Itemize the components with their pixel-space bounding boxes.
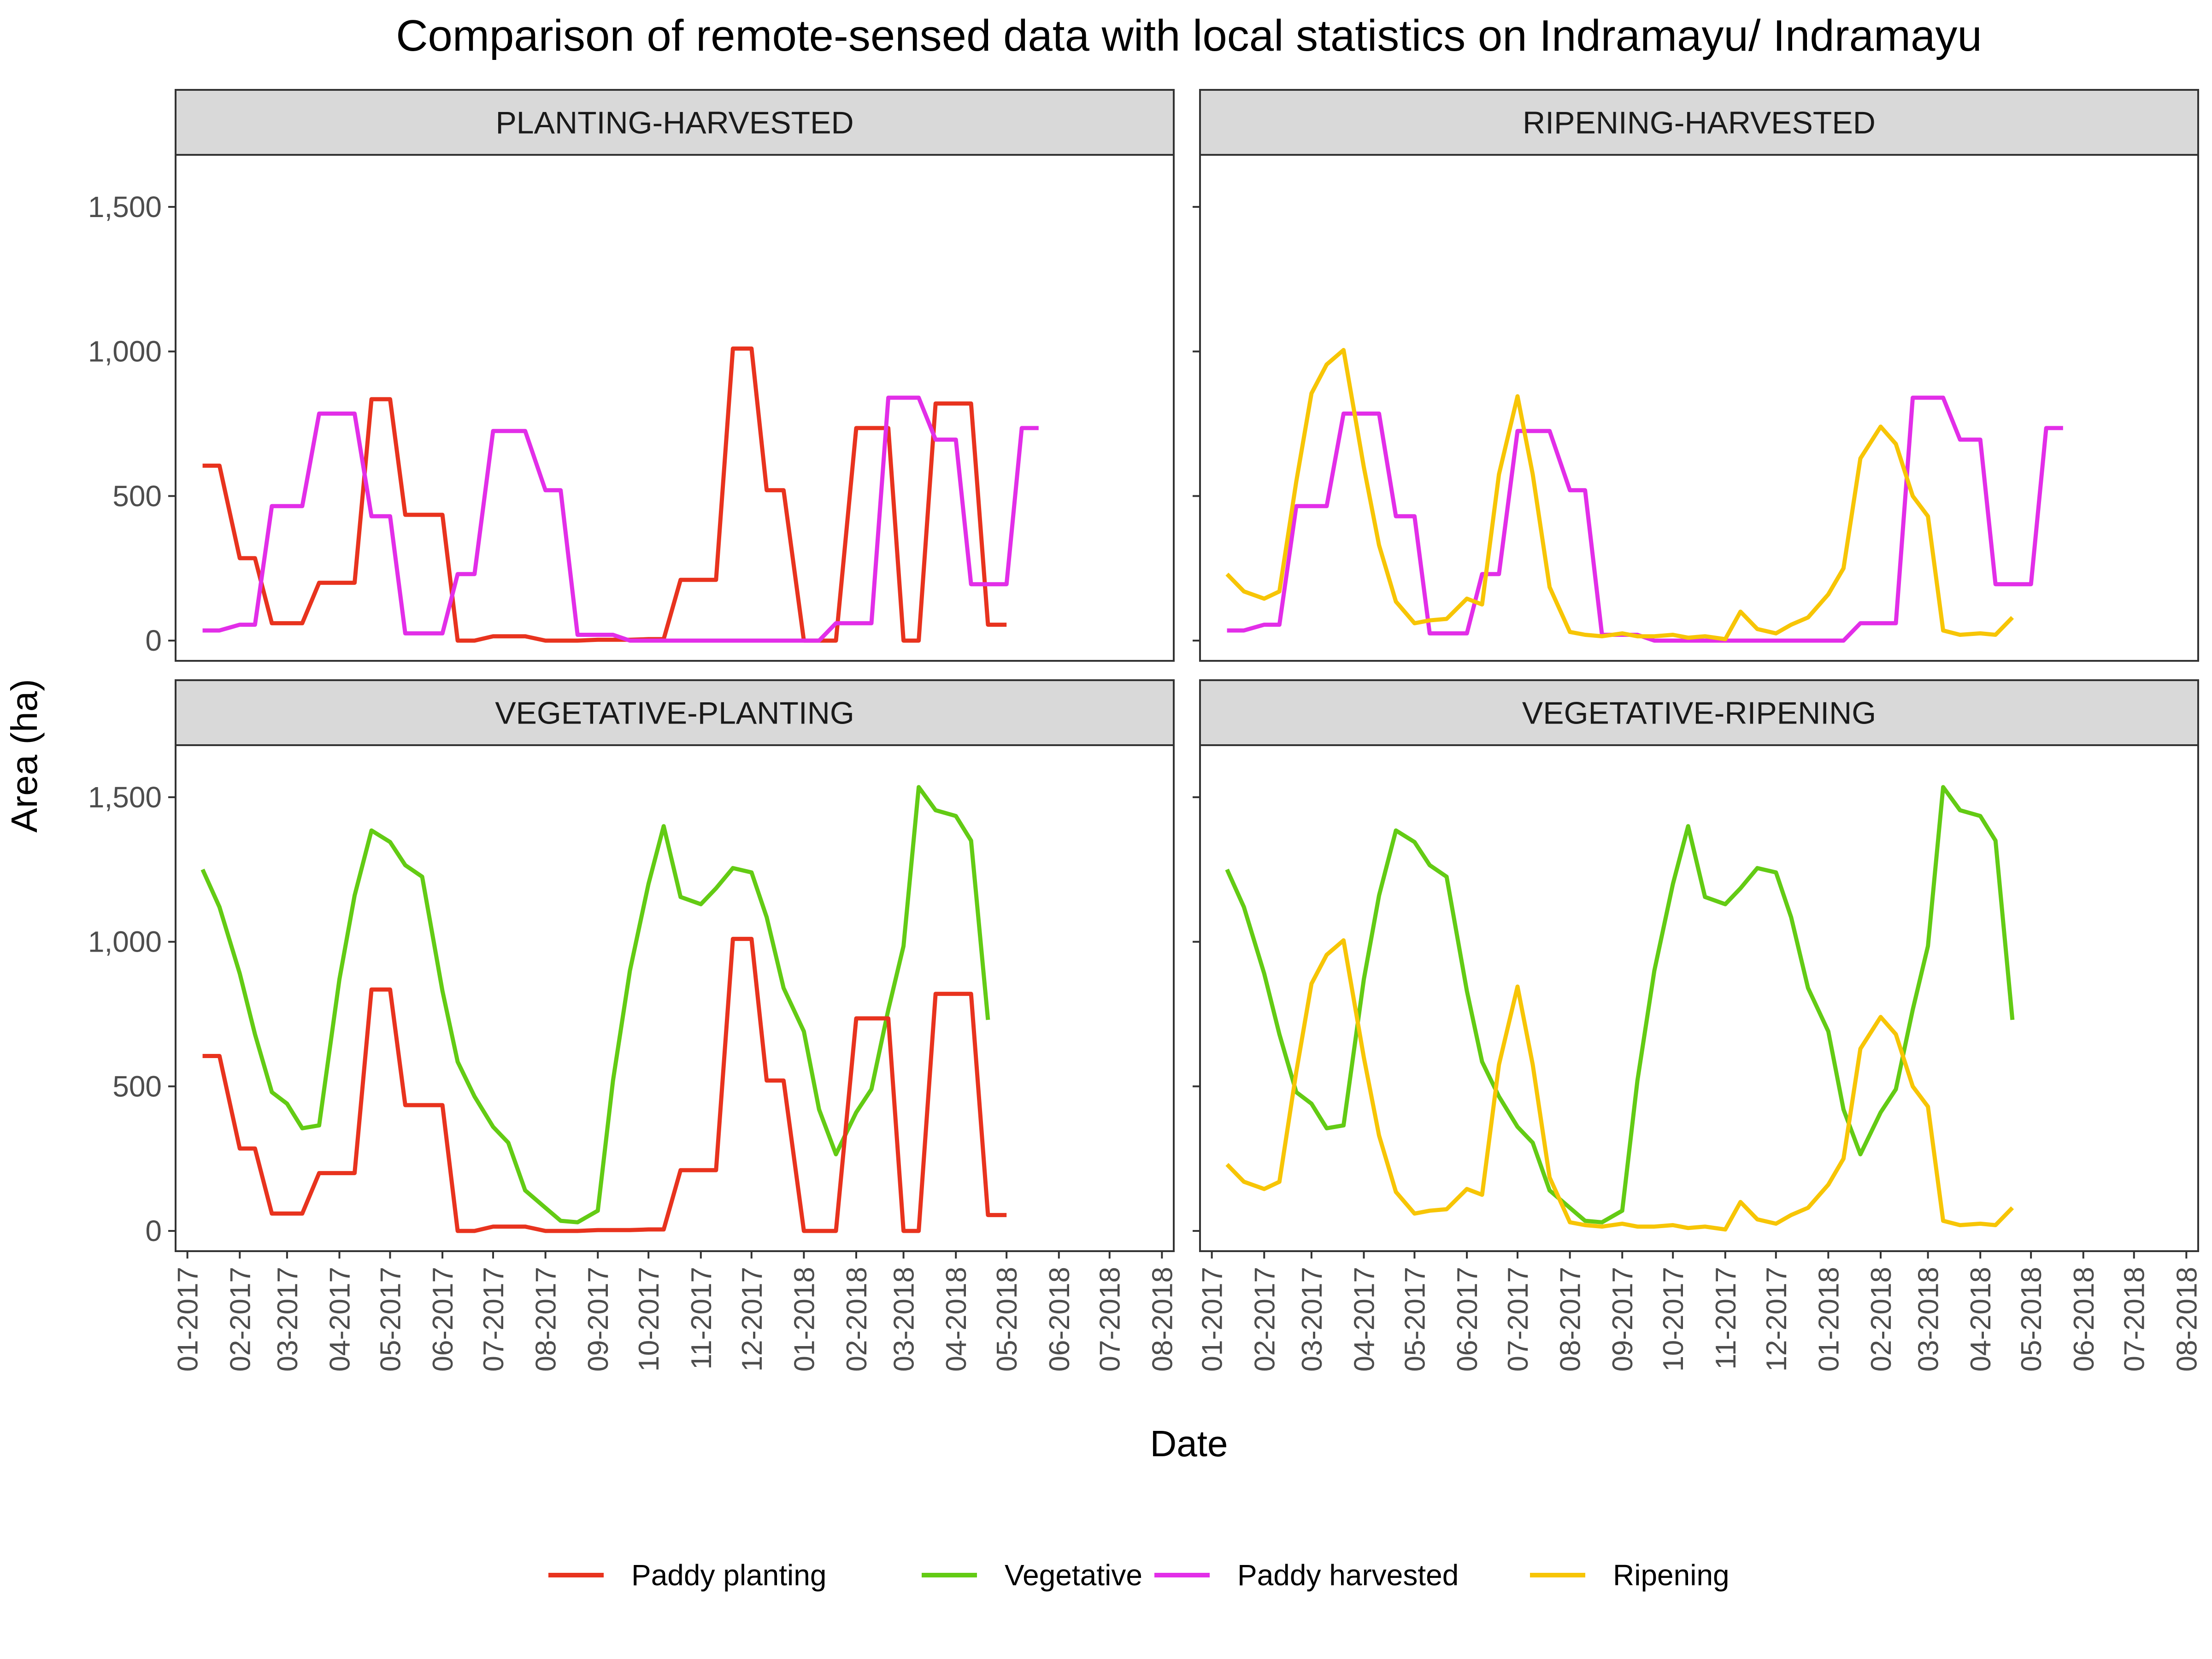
x-tick-label: 01-2017 xyxy=(1197,1267,1229,1372)
y-tick-label: 1,500 xyxy=(88,781,162,814)
strip-label: VEGETATIVE-RIPENING xyxy=(1522,696,1876,731)
x-tick-label: 07-2017 xyxy=(478,1267,510,1372)
panel-planting-harvested: PLANTING-HARVESTED 0 500 1,000 1,500 xyxy=(88,89,1175,662)
y-axis-title: Area (ha) xyxy=(4,679,45,832)
y-tick-label: 1,500 xyxy=(88,190,162,224)
y-tick-label: 1,000 xyxy=(88,335,162,368)
strip-label: RIPENING-HARVESTED xyxy=(1523,106,1876,141)
x-tick-label: 06-2017 xyxy=(1452,1267,1483,1372)
panel-border xyxy=(1199,154,2199,662)
x-tick-label: 03-2018 xyxy=(1913,1267,1945,1372)
x-tick-label: 04-2018 xyxy=(1965,1267,1997,1372)
x-tick-label: 02-2018 xyxy=(1865,1267,1897,1372)
legend: Paddy planting Vegetative Paddy harvested R… xyxy=(548,1559,1730,1592)
x-tick-label: 02-2017 xyxy=(224,1267,256,1372)
x-tick-label: 08-2017 xyxy=(530,1267,562,1372)
x-tick-label: 09-2017 xyxy=(582,1267,614,1372)
x-tick-label: 06-2018 xyxy=(1044,1267,1076,1372)
x-tick-label: 05-2018 xyxy=(991,1267,1023,1372)
y-tick-label: 0 xyxy=(145,1214,162,1247)
x-axis-title: Date xyxy=(1150,1423,1228,1464)
x-tick-label: 10-2017 xyxy=(633,1267,665,1372)
x-tick-label: 07-2018 xyxy=(1094,1267,1126,1372)
legend-item-ripening: Ripening xyxy=(1530,1559,1730,1592)
x-tick-label: 12-2017 xyxy=(736,1267,768,1372)
strip-label: VEGETATIVE-PLANTING xyxy=(495,696,854,731)
x-tick-label: 10-2017 xyxy=(1658,1267,1689,1372)
panel-vegetative-ripening: VEGETATIVE-RIPENING 01-2017 02-2017 03-2017… xyxy=(1193,679,2203,1372)
x-tick-label: 01-2018 xyxy=(1813,1267,1845,1372)
x-tick-label: 03-2018 xyxy=(888,1267,920,1372)
x-tick-label: 05-2017 xyxy=(1400,1267,1431,1372)
x-tick-label: 08-2017 xyxy=(1555,1267,1587,1372)
legend-label: Ripening xyxy=(1613,1559,1730,1592)
x-tick-label: 01-2017 xyxy=(172,1267,204,1372)
panel-ripening-harvested: RIPENING-HARVESTED xyxy=(1193,89,2199,662)
series-line-vegetative xyxy=(200,785,990,1224)
panels-layer: PLANTING-HARVESTED 0 500 1,000 1,500 RIPENING… xyxy=(88,89,2203,1372)
strip-background xyxy=(1199,89,2199,156)
x-tick-label: 02-2018 xyxy=(841,1267,873,1372)
y-tick-label: 1,000 xyxy=(88,925,162,959)
strip-label: PLANTING-HARVESTED xyxy=(495,106,853,141)
x-tick-label: 06-2018 xyxy=(2068,1267,2100,1372)
strip-background xyxy=(175,89,1175,156)
panel-border xyxy=(175,744,1175,1252)
x-tick-label: 05-2018 xyxy=(2016,1267,2047,1372)
x-tick-label: 05-2017 xyxy=(375,1267,407,1372)
series-line-ripening xyxy=(1225,348,2014,641)
x-tick-label: 04-2018 xyxy=(941,1267,972,1372)
series-line-paddy-planting xyxy=(202,936,1007,1233)
x-tick-label: 03-2017 xyxy=(272,1267,304,1372)
x-tick-label: 02-2017 xyxy=(1249,1267,1281,1372)
x-tick-label: 06-2017 xyxy=(427,1267,459,1372)
panel-border xyxy=(175,154,1175,662)
x-tick-label: 08-2018 xyxy=(1147,1267,1178,1372)
x-tick-label: 09-2017 xyxy=(1607,1267,1639,1372)
chart-title: Comparison of remote-sensed data with lo… xyxy=(396,11,1982,60)
strip-background xyxy=(175,679,1175,746)
legend-item-paddy-planting: Paddy planting xyxy=(548,1559,826,1592)
legend-item-paddy-harvested: Paddy harvested xyxy=(1154,1559,1459,1592)
x-tick-label: 08-2018 xyxy=(2171,1267,2203,1372)
x-tick-label: 11-2017 xyxy=(1710,1267,1742,1370)
legend-item-vegetative: Vegetative xyxy=(922,1559,1142,1592)
legend-label: Paddy planting xyxy=(631,1559,826,1592)
series-line-paddy-harvested xyxy=(202,395,1039,643)
legend-label: Paddy harvested xyxy=(1237,1559,1459,1592)
y-tick-label: 0 xyxy=(145,624,162,657)
x-tick-label: 07-2017 xyxy=(1502,1267,1534,1372)
x-tick-label: 04-2017 xyxy=(1349,1267,1381,1372)
x-tick-label: 01-2018 xyxy=(788,1267,820,1372)
panel-border xyxy=(1199,744,2199,1252)
legend-label: Vegetative xyxy=(1005,1559,1142,1592)
strip-background xyxy=(1199,679,2199,746)
x-tick-label: 04-2017 xyxy=(324,1267,356,1372)
x-tick-label: 07-2018 xyxy=(2119,1267,2151,1372)
y-tick-label: 500 xyxy=(112,1070,162,1103)
x-tick-label: 12-2017 xyxy=(1761,1267,1793,1372)
panel-vegetative-planting: VEGETATIVE-PLANTING 0 500 1,000 1,500 01-2017… xyxy=(88,679,1178,1372)
y-tick-label: 500 xyxy=(112,479,162,512)
series-line-paddy-planting xyxy=(202,346,1007,643)
x-tick-label: 03-2017 xyxy=(1296,1267,1328,1372)
x-tick-label: 11-2017 xyxy=(686,1267,718,1370)
series-line-ripening xyxy=(1225,938,2014,1232)
